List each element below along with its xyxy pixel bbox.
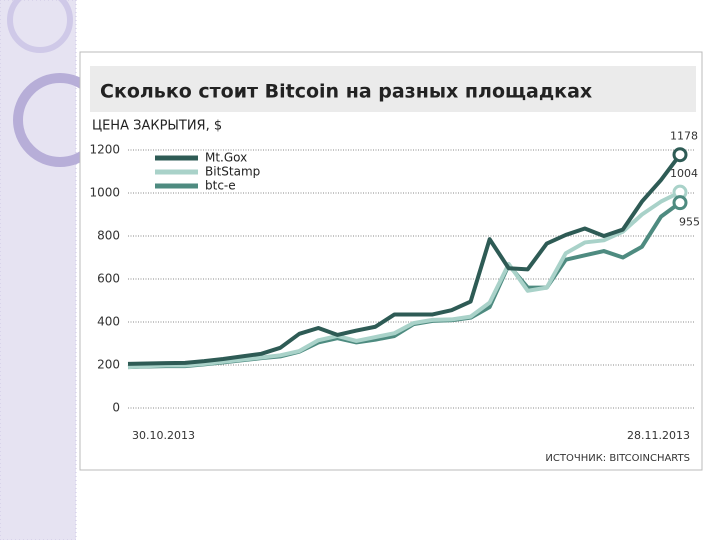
y-tick-label: 600 [97, 272, 120, 286]
y-tick-label: 400 [97, 315, 120, 329]
x-tick-label: 30.10.2013 [132, 429, 195, 442]
slide-decoration [0, 0, 107, 540]
legend-label: BitStamp [205, 165, 260, 179]
end-marker [672, 195, 688, 211]
y-tick-label: 800 [97, 229, 120, 243]
y-axis-label: ЦЕНА ЗАКРЫТИЯ, $ [92, 119, 222, 134]
chart-title: Сколько стоит Bitcoin на разных площадка… [100, 81, 592, 103]
chart-frame [79, 51, 703, 471]
data-label: 1178 [670, 130, 698, 143]
end-marker [672, 147, 688, 163]
data-label: 1004 [670, 167, 698, 180]
series-line [127, 190, 681, 370]
title-band [90, 66, 696, 112]
deco-circle [7, 0, 73, 53]
y-tick-label: 0 [112, 401, 120, 415]
x-tick-label: 28.11.2013 [627, 429, 690, 442]
source-note: ИСТОЧНИК: BITCOINCHARTS [545, 453, 690, 464]
y-tick-label: 1200 [89, 143, 120, 157]
series-line [127, 153, 682, 366]
y-tick-label: 1000 [89, 186, 120, 200]
legend-label: btc-e [205, 179, 236, 193]
legend-label: Mt.Gox [205, 151, 247, 165]
data-label: 955 [679, 216, 700, 229]
y-tick-label: 200 [97, 358, 120, 372]
